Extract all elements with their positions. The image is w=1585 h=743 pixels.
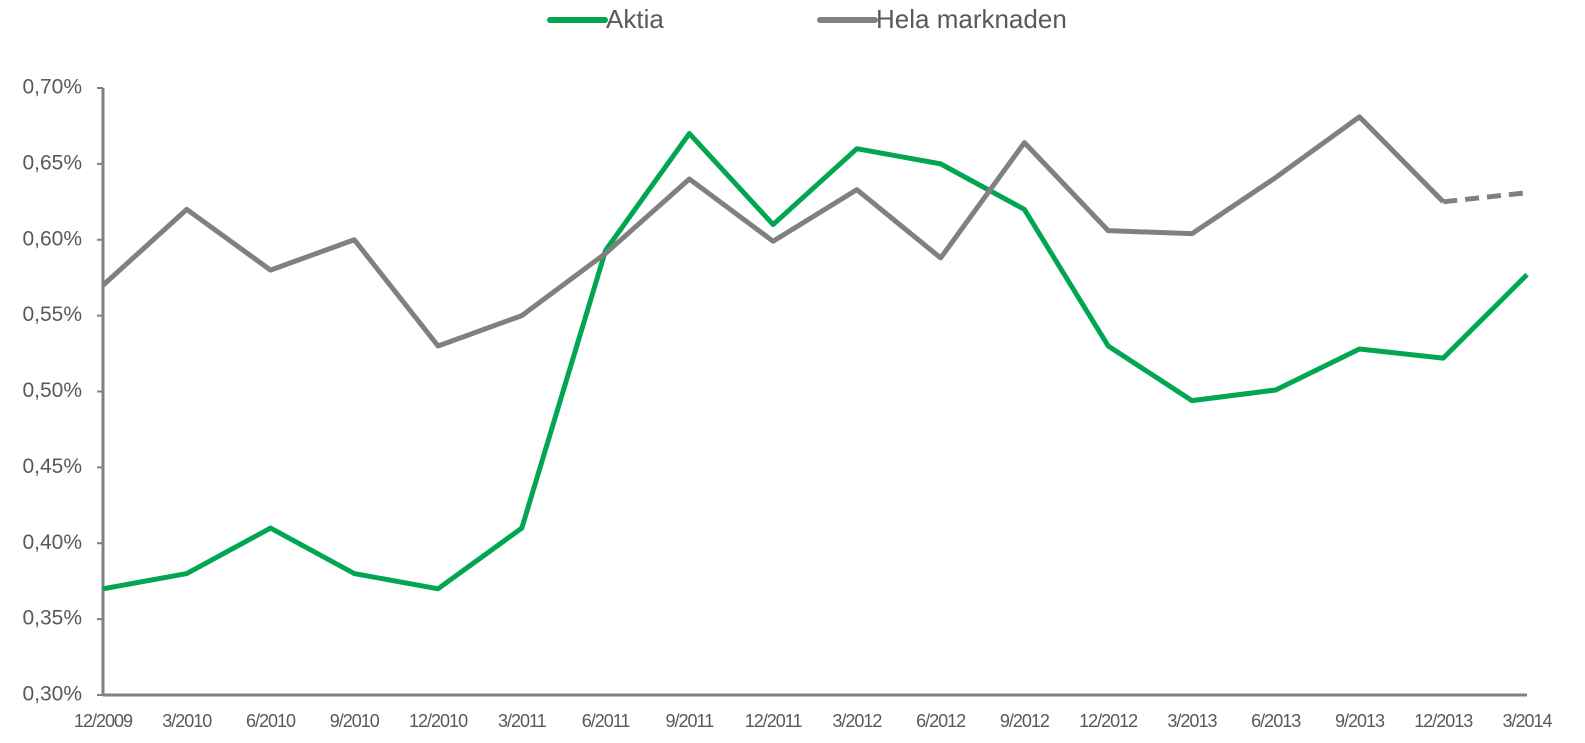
x-tick-label: 9/2010 bbox=[330, 711, 380, 731]
line bbox=[101, 114, 1446, 349]
legend-label: Aktia bbox=[606, 4, 664, 34]
y-tick-label: 0,35% bbox=[22, 607, 82, 630]
line-dashed bbox=[1442, 190, 1528, 205]
x-tick-label: 12/2013 bbox=[1414, 711, 1473, 731]
y-tick-label: 0,50% bbox=[22, 379, 82, 402]
x-tick-label: 6/2010 bbox=[246, 711, 296, 731]
y-tick-label: 0,60% bbox=[22, 227, 82, 250]
x-tick-label: 9/2011 bbox=[665, 711, 714, 731]
x-tick-label: 12/2010 bbox=[409, 711, 468, 731]
y-tick-label: 0,65% bbox=[22, 151, 82, 174]
legend-label: Hela marknaden bbox=[876, 4, 1067, 34]
x-tick-label: 12/2009 bbox=[74, 711, 133, 731]
y-tick-label: 0,45% bbox=[22, 455, 82, 478]
x-tick-label: 12/2011 bbox=[745, 711, 803, 731]
x-tick-label: 3/2014 bbox=[1502, 711, 1552, 731]
x-tick-label: 12/2012 bbox=[1079, 711, 1138, 731]
x-tick-label: 6/2011 bbox=[582, 711, 631, 731]
x-tick-label: 3/2010 bbox=[162, 711, 212, 731]
y-tick-label: 0,70% bbox=[22, 76, 82, 99]
x-tick-label: 9/2013 bbox=[1335, 711, 1385, 731]
y-tick-label: 0,30% bbox=[22, 683, 82, 706]
x-tick-label: 9/2012 bbox=[1000, 711, 1050, 731]
x-tick-label: 6/2013 bbox=[1251, 711, 1301, 731]
x-tick-label: 3/2012 bbox=[832, 711, 882, 731]
y-tick-label: 0,55% bbox=[22, 303, 82, 326]
x-tick-label: 3/2011 bbox=[498, 711, 547, 731]
line bbox=[102, 131, 1529, 592]
y-tick-label: 0,40% bbox=[22, 531, 82, 554]
x-tick-label: 6/2012 bbox=[916, 711, 966, 731]
x-tick-label: 3/2013 bbox=[1167, 711, 1217, 731]
